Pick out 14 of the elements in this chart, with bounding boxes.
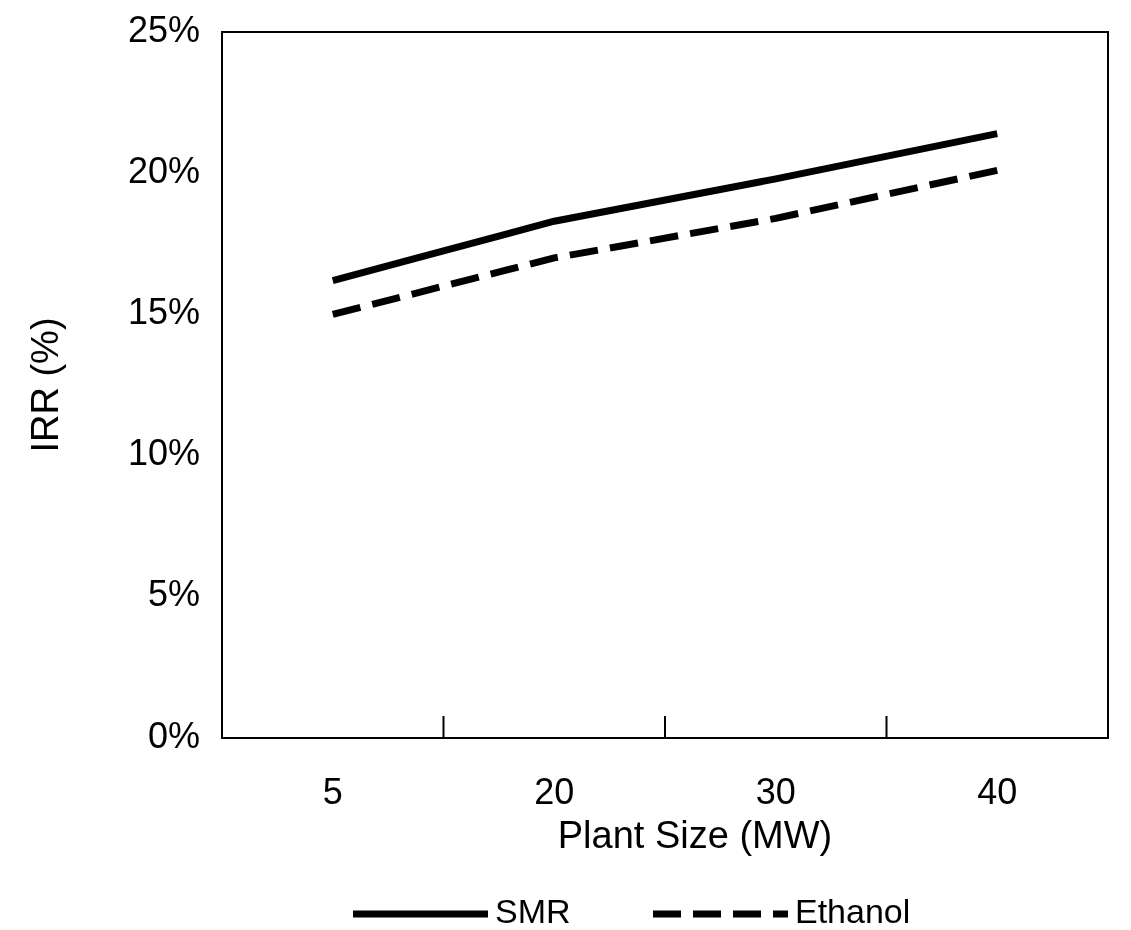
x-tick-label: 40 bbox=[977, 771, 1018, 812]
y-tick-label: 0% bbox=[147, 714, 200, 756]
y-axis-title: IRR (%) bbox=[24, 317, 66, 453]
y-tick-label: 15% bbox=[127, 290, 200, 332]
y-tick-label: 5% bbox=[147, 573, 200, 615]
x-tick-label: 5 bbox=[322, 771, 343, 812]
legend-label: Ethanol bbox=[795, 891, 911, 930]
y-tick-label: 10% bbox=[127, 432, 200, 474]
y-tick-label: 20% bbox=[127, 149, 200, 191]
legend-label: SMR bbox=[495, 891, 571, 930]
x-axis-title: Plant Size (MW) bbox=[557, 814, 833, 856]
y-tick-label: 25% bbox=[127, 8, 200, 50]
x-tick-label: 30 bbox=[755, 771, 796, 812]
x-tick-label: 20 bbox=[534, 771, 575, 812]
